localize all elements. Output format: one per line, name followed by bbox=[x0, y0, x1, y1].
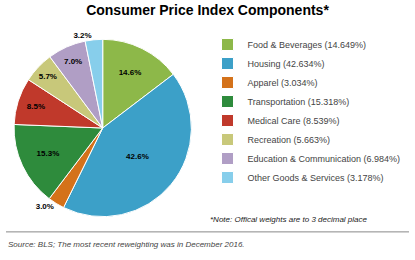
svg-text:7.0%: 7.0% bbox=[64, 57, 82, 66]
svg-text:5.7%: 5.7% bbox=[39, 72, 57, 81]
svg-text:Other Goods & Services (3.178%: Other Goods & Services (3.178%) bbox=[248, 173, 384, 183]
svg-text:Medical Care (8.539%): Medical Care (8.539%) bbox=[248, 116, 340, 126]
svg-text:Apparel (3.034%): Apparel (3.034%) bbox=[248, 78, 318, 88]
svg-text:Source: BLS; The most recent r: Source: BLS; The most recent reweighting… bbox=[8, 240, 245, 249]
svg-text:42.6%: 42.6% bbox=[126, 152, 149, 161]
svg-text:14.6%: 14.6% bbox=[119, 68, 142, 77]
svg-text:15.3%: 15.3% bbox=[37, 149, 60, 158]
svg-text:8.5%: 8.5% bbox=[27, 102, 45, 111]
svg-text:Housing (42.634%): Housing (42.634%) bbox=[248, 59, 325, 69]
svg-text:3.0%: 3.0% bbox=[36, 202, 54, 211]
svg-text:Transportation (15.318%): Transportation (15.318%) bbox=[248, 97, 350, 107]
svg-text:*Note: Offical weights are to: *Note: Offical weights are to 3 decimal … bbox=[210, 215, 368, 224]
svg-text:Education & Communication (6.9: Education & Communication (6.984%) bbox=[248, 154, 401, 164]
svg-text:Food & Beverages (14.649%): Food & Beverages (14.649%) bbox=[248, 40, 367, 50]
svg-text:3.2%: 3.2% bbox=[73, 31, 91, 40]
svg-text:Recreation (5.663%): Recreation (5.663%) bbox=[248, 135, 331, 145]
svg-text:Consumer Price Index Component: Consumer Price Index Components* bbox=[86, 2, 329, 18]
